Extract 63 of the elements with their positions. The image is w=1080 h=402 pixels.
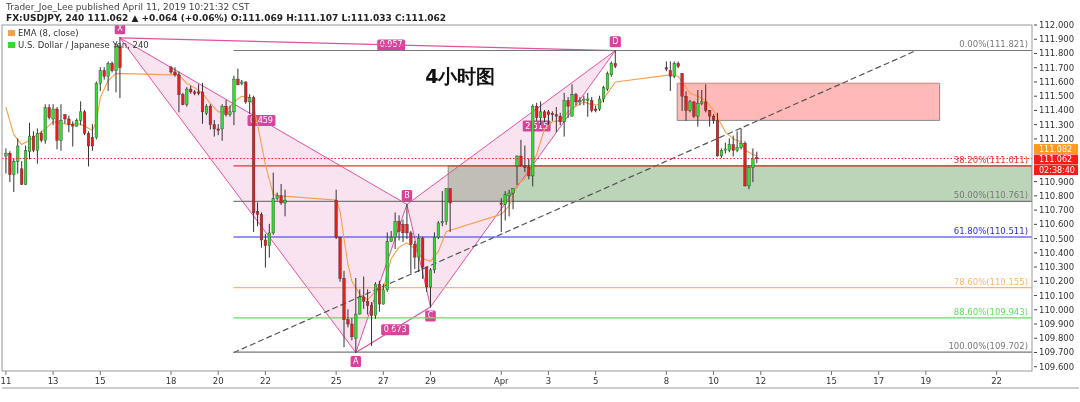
x-tick-label: 10 [708,376,719,386]
x-tick-label: 27 [377,376,389,386]
text: 4小时图 [425,65,496,87]
x-tick-label: 13 [47,376,59,386]
y-tick-label: 109.700 [1039,347,1075,358]
x-tick-label: 3 [545,376,552,386]
text: 111.082 [1039,144,1073,154]
y-tick-label: 111.300 [1039,119,1075,130]
x-tick-label: 5 [592,376,599,386]
series-label: 38.20%(111.011) [953,154,1028,165]
y-tick-label: 110.700 [1039,205,1075,216]
x-tick-label: 22 [259,376,271,386]
series-label: 100.00%(109.702) [948,341,1028,352]
y-tick-label: 109.800 [1039,333,1075,344]
y-tick-label: 110.800 [1039,190,1075,201]
y-tick-label: 110.900 [1039,176,1075,187]
chart-subtitle: FX:USDJPY, 240 111.062 ▲ +0.064 (+0.06%) O:111.069 H:111.107 L:111.033 C:111.062 [6,13,447,23]
y-tick-label: 110.600 [1039,219,1075,230]
x-tick-label: Apr [493,376,510,386]
y-tick-label: 111.900 [1039,34,1075,45]
y-tick-label: 112.000 [1039,20,1075,30]
series-label: 0.00%(111.821) [959,39,1028,50]
y-tick-label: 109.900 [1039,319,1075,330]
y-tick-label: 111.500 [1039,91,1075,102]
x-tick-label: 20 [212,376,224,386]
x-tick-label: 15 [826,376,837,386]
x-tick-label: 12 [755,376,767,386]
y-tick-label: 110.500 [1039,233,1075,244]
label: C [425,310,436,322]
x-tick-label: 22 [991,376,1003,386]
y-tick-label: 111.700 [1039,62,1075,73]
x-tick-label: 29 [425,376,436,386]
y-tick-label: 111.200 [1039,133,1075,144]
x-tick-label: 19 [920,376,932,386]
label: 0.673 [381,324,410,336]
x-tick-label: 11 [0,376,12,386]
x-tick-label: 8 [663,376,670,386]
y-tick-label: 109.600 [1039,361,1075,372]
series-label: 88.60%(109.943) [953,306,1028,317]
series-label: 50.00%(110.761) [953,190,1028,201]
text: 02:38:40 [1039,165,1075,175]
x-tick-label: 17 [873,376,885,386]
y-tick-label: 110.000 [1039,304,1075,315]
x-tick-label: 18 [165,376,177,386]
label: 0.957 [377,39,406,51]
x-tick-label: 15 [94,376,106,386]
y-tick-label: 110.200 [1039,276,1075,287]
y-tick-label: 110.100 [1039,290,1075,301]
series-label: 61.80%(110.511) [953,226,1028,237]
series-label: 78.60%(110.155) [953,276,1028,287]
y-tick-label: 111.800 [1039,48,1075,59]
legend-item: U.S. Dollar / Japanese Yen, 240 [8,40,149,50]
y-tick-label: 111.600 [1039,76,1075,87]
label: D [609,36,621,48]
y-tick-label: 111.400 [1039,105,1075,116]
x-tick-label: 25 [330,376,342,386]
ref-line-label: 111.062 [1039,155,1073,165]
y-tick-label: 110.300 [1039,262,1075,273]
label: B [401,189,413,201]
label: A [350,356,362,367]
y-tick-label: 110.400 [1039,247,1075,258]
legend-item: EMA (8, close) [8,28,79,38]
text: Trader_Joe_Lee published April 11, 2019 10:21:32 CST [5,2,251,12]
